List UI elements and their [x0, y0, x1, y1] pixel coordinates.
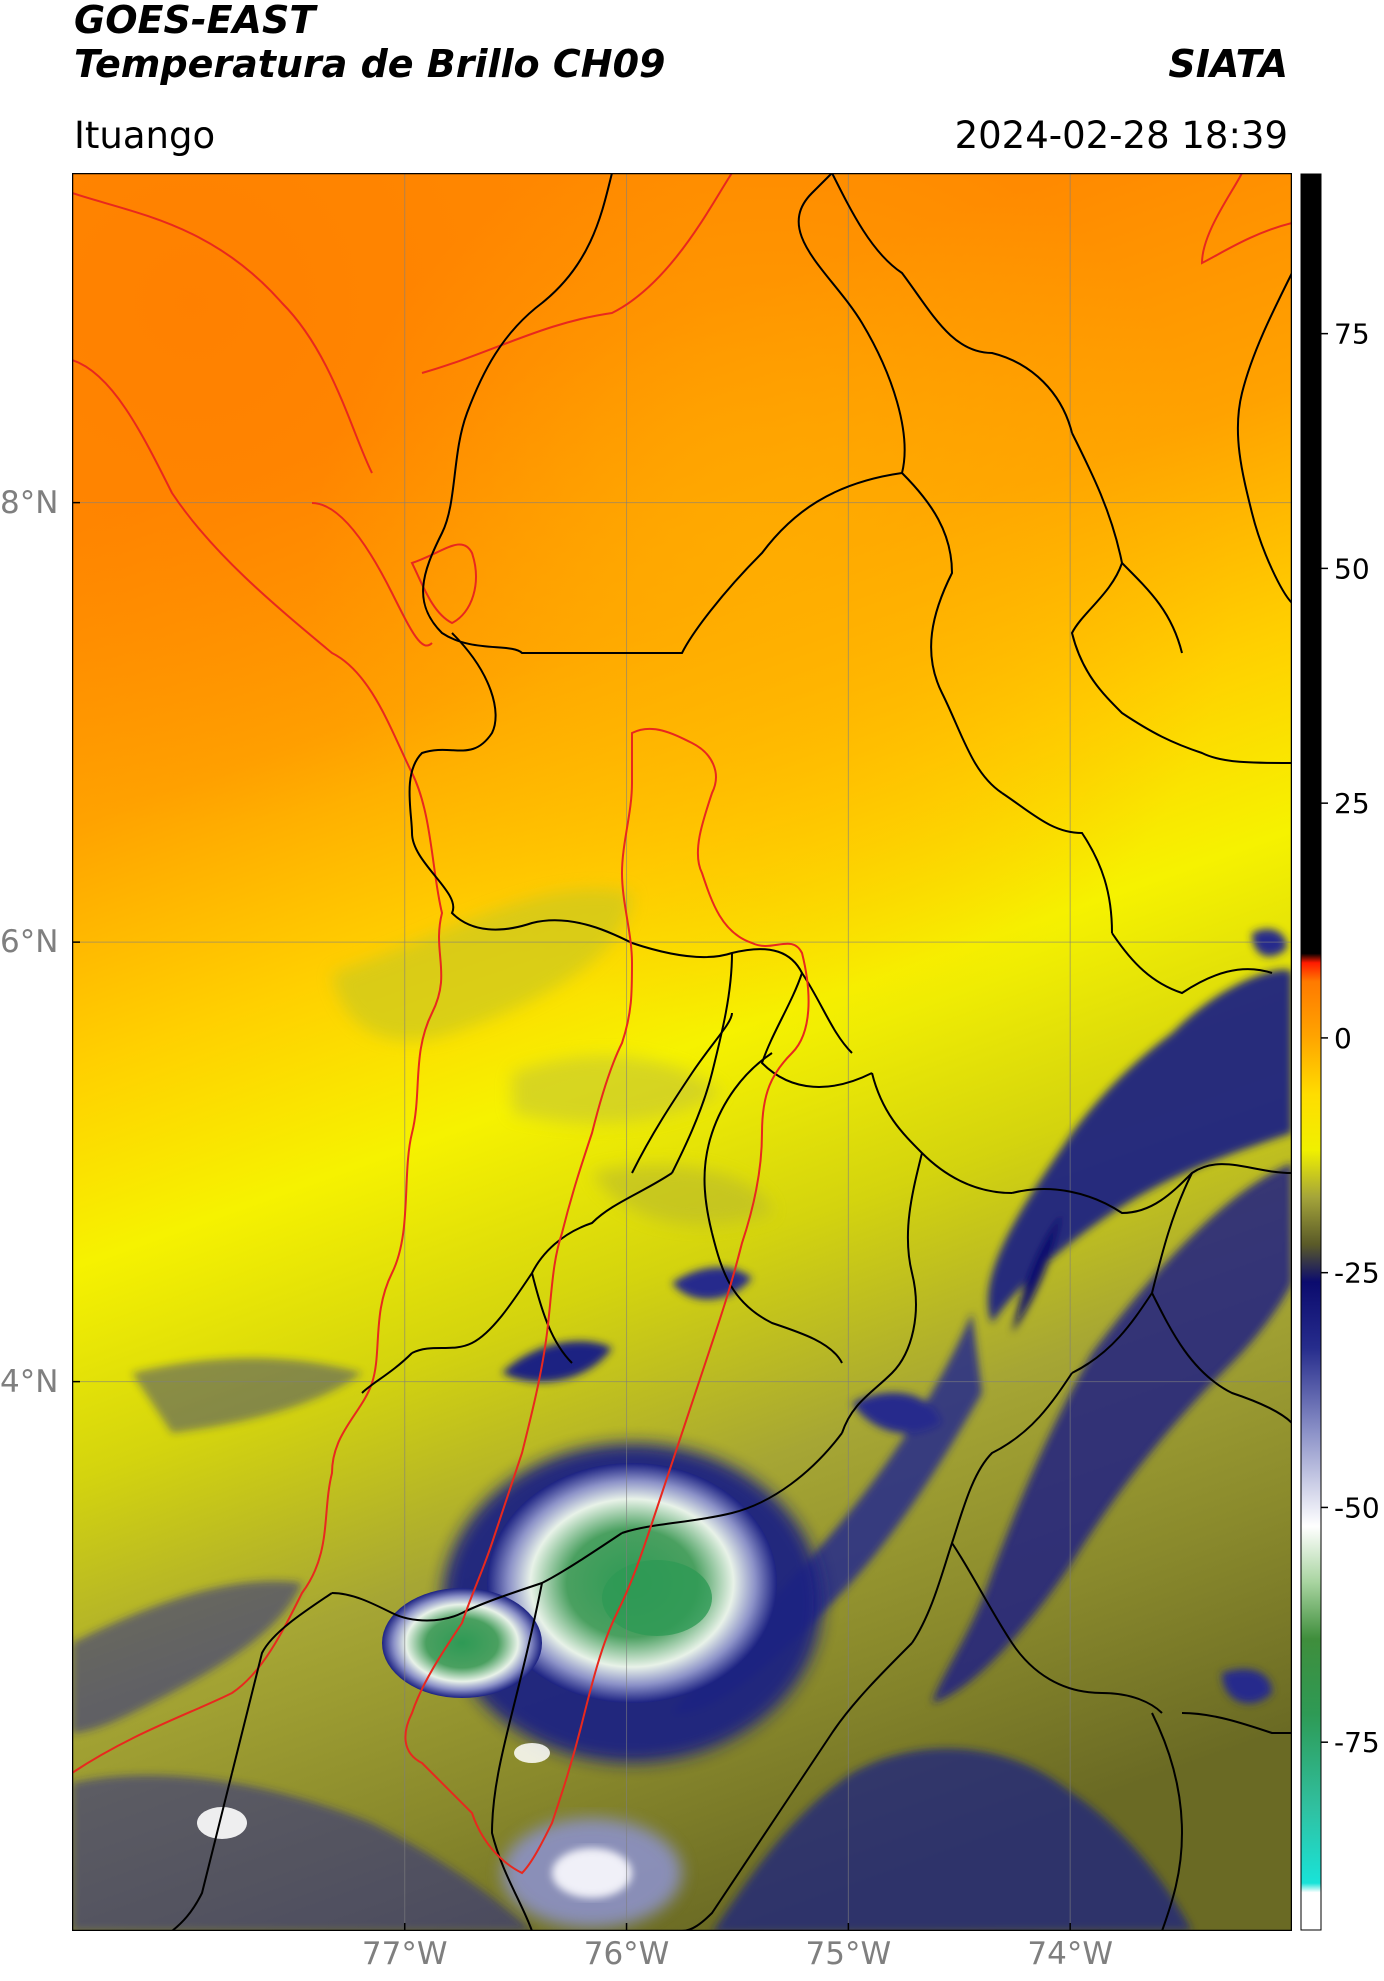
colorbar-tick-label: -25 [1334, 1257, 1380, 1290]
colorbar: 75 50 25 0 -25 -50 -75 [1300, 173, 1380, 1931]
longitude-axis [403, 1923, 1071, 1931]
colorbar-tick-label: -50 [1334, 1491, 1380, 1524]
basin-outline [404, 727, 810, 1875]
latitude-axis [72, 501, 80, 1383]
map-frame [72, 173, 1292, 1931]
lat-tick-label: 4°N [0, 1363, 59, 1400]
lat-tick-label: 6°N [0, 924, 59, 961]
colorbar-tick-label: 25 [1334, 787, 1370, 820]
lon-tick-label: 75°W [805, 1936, 892, 1972]
colorbar-ticks: 75 50 25 0 -25 -50 -75 [1321, 318, 1380, 1759]
lon-tick-label: 74°W [1027, 1936, 1113, 1972]
colorbar-tick-label: 0 [1334, 1022, 1352, 1055]
satellite-title: GOES-EAST [74, 0, 316, 42]
graticule [72, 173, 1292, 1931]
colorbar-gradient [1300, 173, 1322, 1931]
coastline [72, 173, 1292, 1774]
product-title: Temperatura de Brillo CH09 [74, 42, 666, 86]
cool-cloud-bands [332, 889, 772, 1225]
colorbar-tick-label: 75 [1334, 318, 1370, 351]
colorbar-tick-label: -75 [1334, 1726, 1380, 1759]
department-boundaries [171, 173, 1292, 1931]
region-label: Ituango [74, 114, 216, 157]
org-label: SIATA [1168, 42, 1288, 86]
lon-tick-label: 77°W [361, 1936, 448, 1972]
colorbar-tick-label: 50 [1334, 552, 1370, 585]
lat-tick-label: 8°N [0, 484, 59, 521]
brightness-temperature-map [72, 173, 1292, 1931]
convective-bands [72, 928, 1292, 1931]
convective-cell [197, 1443, 822, 1928]
datetime-label: 2024-02-28 18:39 [954, 114, 1288, 157]
lon-tick-label: 76°W [583, 1936, 670, 1972]
